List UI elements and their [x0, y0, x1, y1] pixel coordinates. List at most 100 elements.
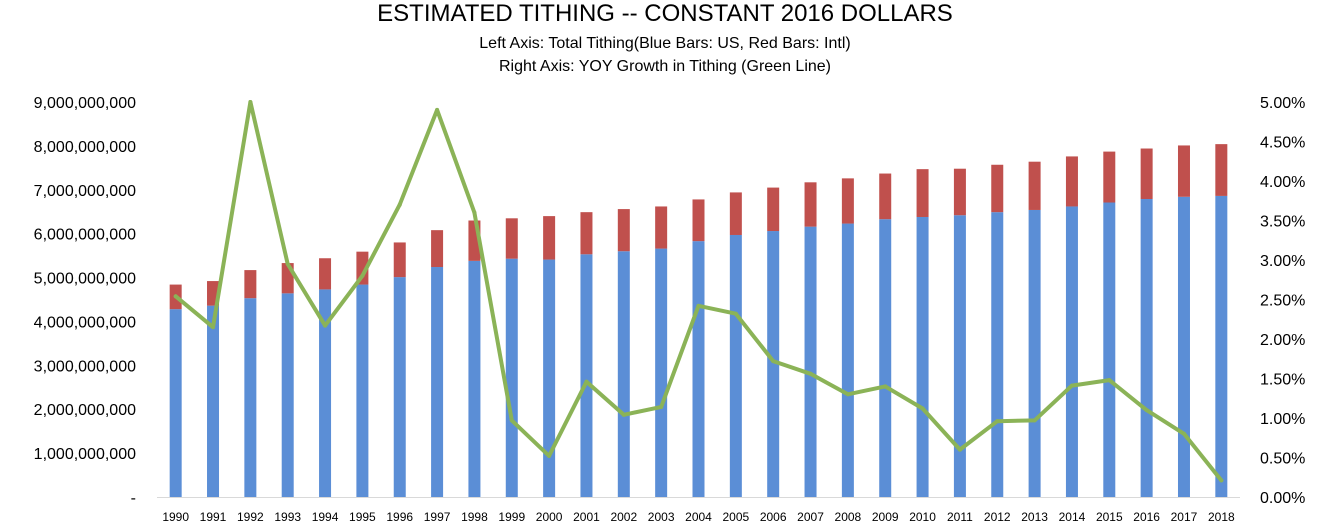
bar-series-1 — [393, 277, 406, 497]
x-tick-label: 2017 — [1171, 510, 1198, 524]
chart-title: ESTIMATED TITHING -- CONSTANT 2016 DOLLA… — [377, 0, 953, 27]
bar-series-2 — [953, 168, 966, 216]
line-point — [733, 311, 738, 316]
line-point — [621, 412, 626, 417]
line-point — [323, 323, 328, 328]
x-tick-label: 2016 — [1133, 510, 1160, 524]
x-tick-label: 1999 — [498, 510, 525, 524]
line-point — [360, 273, 365, 278]
chart-subtitle-line-2: Right Axis: YOY Growth in Tithing (Green… — [498, 58, 831, 75]
y-right-tick-label: 2.50% — [1260, 293, 1305, 310]
bar-series-1 — [319, 289, 332, 497]
y-right-tick-label: 1.50% — [1260, 372, 1305, 389]
line-point — [547, 453, 552, 458]
x-tick-label: 1995 — [349, 510, 376, 524]
bar-series-1 — [804, 226, 817, 497]
line-point — [1032, 418, 1037, 423]
y-right-tick-label: 3.50% — [1260, 214, 1305, 231]
bar-series-1 — [1215, 195, 1228, 497]
bar-series-2 — [1215, 144, 1228, 196]
x-tick-label: 2009 — [872, 510, 899, 524]
y-right-tick-label: 0.00% — [1260, 490, 1305, 507]
line-point — [1069, 383, 1074, 388]
bar-series-2 — [319, 258, 332, 290]
line-point — [920, 406, 925, 411]
chart-subtitle-line-1: Left Axis: Total Tithing(Blue Bars: US, … — [479, 35, 851, 52]
bar-series-1 — [841, 223, 854, 498]
y-left-tick-label: 4,000,000,000 — [34, 314, 136, 331]
bar-series-2 — [767, 187, 780, 232]
x-tick-label: 1990 — [162, 510, 189, 524]
bar-series-2 — [692, 199, 705, 242]
bar-series-1 — [655, 248, 668, 497]
bar-series-1 — [207, 305, 220, 497]
line-point — [397, 202, 402, 207]
line-point — [248, 100, 253, 104]
line-point — [771, 359, 776, 364]
bar-series-1 — [543, 259, 556, 497]
bar-series-2 — [1028, 161, 1041, 210]
line-point — [584, 379, 589, 384]
bar-series-2 — [617, 209, 630, 252]
line-point — [1144, 408, 1149, 413]
bar-series-2 — [580, 212, 593, 255]
line-point — [808, 371, 813, 376]
x-tick-label: 1997 — [424, 510, 451, 524]
y-left-tick-label: 3,000,000,000 — [34, 358, 136, 375]
x-tick-label: 2004 — [685, 510, 712, 524]
bar-series-2 — [916, 169, 929, 217]
line-point — [845, 392, 850, 397]
bar-series-2 — [841, 178, 854, 224]
line-point — [435, 107, 440, 112]
bar-series-2 — [431, 230, 444, 268]
bar-series-1 — [580, 254, 593, 497]
bar-series-1 — [468, 260, 481, 497]
bar-series-2 — [655, 206, 668, 249]
y-left-tick-label: 8,000,000,000 — [34, 139, 136, 156]
bar-series-1 — [1065, 206, 1078, 497]
bar-series-1 — [1140, 198, 1153, 497]
bar-series-1 — [169, 309, 182, 497]
y-left-tick-label: 9,000,000,000 — [34, 95, 136, 112]
x-tick-label: 1992 — [237, 510, 264, 524]
bar-series-1 — [617, 251, 630, 497]
y-right-tick-label: 5.00% — [1260, 95, 1305, 112]
bar-series-2 — [1065, 156, 1078, 207]
y-left-tick-label: - — [131, 490, 136, 507]
x-tick-label: 2015 — [1096, 510, 1123, 524]
x-tick-label: 2007 — [797, 510, 824, 524]
bar-series-1 — [356, 284, 369, 497]
line-point — [1181, 431, 1186, 436]
bar-series-1 — [953, 215, 966, 497]
bar-series-2 — [543, 216, 556, 260]
bar-series-1 — [1177, 196, 1190, 498]
bar-series-2 — [804, 182, 817, 227]
x-tick-label: 2018 — [1208, 510, 1235, 524]
line-point — [285, 261, 290, 266]
line-point — [472, 210, 477, 215]
bar-series-2 — [505, 218, 518, 259]
y-left-tick-label: 5,000,000,000 — [34, 271, 136, 288]
bar-series-2 — [991, 164, 1004, 213]
bar-series-1 — [729, 234, 742, 497]
x-tick-label: 2008 — [835, 510, 862, 524]
x-tick-label: 2014 — [1059, 510, 1086, 524]
bar-series-1 — [281, 293, 294, 497]
bar-series-2 — [244, 270, 257, 299]
x-tick-label: 2013 — [1021, 510, 1048, 524]
line-point — [1107, 378, 1112, 383]
line-point — [659, 404, 664, 409]
y-right-tick-label: 4.50% — [1260, 135, 1305, 152]
line-point — [509, 418, 514, 423]
y-right-tick-label: 1.00% — [1260, 411, 1305, 428]
x-tick-label: 2006 — [760, 510, 787, 524]
x-tick-label: 2011 — [947, 510, 973, 524]
x-tick-label: 2005 — [722, 510, 749, 524]
bar-series-1 — [431, 267, 444, 497]
bar-series-1 — [916, 216, 929, 497]
line-point — [696, 303, 701, 308]
bar-series-2 — [879, 173, 892, 220]
bar-series-1 — [244, 298, 257, 497]
x-tick-label: 1991 — [200, 510, 227, 524]
